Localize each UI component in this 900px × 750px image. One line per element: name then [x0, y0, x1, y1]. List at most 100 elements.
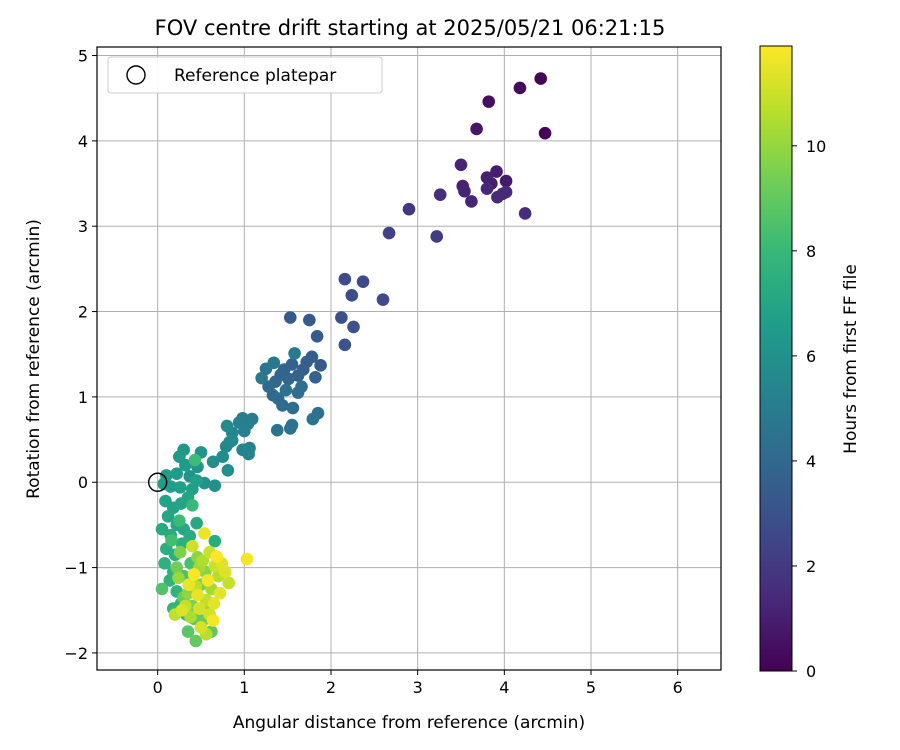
data-point-16 [496, 187, 509, 201]
data-point-8 [480, 171, 494, 184]
data-point-71 [225, 434, 239, 447]
data-point-12 [465, 195, 478, 208]
colorbar-tick-label-3: 6 [806, 347, 816, 366]
data-point-106 [158, 557, 171, 570]
x-tick-label-0: 0 [153, 678, 163, 697]
data-point-138 [196, 554, 210, 568]
data-point-163 [210, 550, 223, 563]
data-point-28 [338, 338, 352, 352]
reference-marker [147, 472, 168, 492]
data-point-4 [470, 122, 483, 136]
data-point-49 [295, 380, 308, 393]
colorbar-tick-label-1: 2 [806, 557, 816, 576]
data-point-98 [190, 516, 203, 530]
data-point-5 [499, 174, 513, 188]
colorbar-ticks: 0 2 4 6 8 10 [792, 137, 826, 681]
y-tick-label-6: 4 [78, 132, 88, 151]
data-point-29 [283, 311, 297, 324]
data-point-159 [198, 527, 211, 540]
reference-point [147, 472, 168, 492]
data-point-47 [286, 401, 300, 415]
y-tick-label-7: 5 [78, 47, 88, 66]
x-tick-label-5: 5 [586, 678, 596, 697]
plot-frame [96, 46, 722, 671]
data-point-114 [173, 514, 186, 527]
data-point-164 [187, 568, 201, 581]
data-point-84 [170, 467, 184, 481]
x-tick-label-6: 6 [673, 678, 683, 697]
data-point-57 [255, 371, 268, 385]
legend-marker [126, 65, 146, 85]
legend-box [107, 56, 383, 94]
data-point-54 [283, 422, 297, 435]
data-points [155, 72, 552, 648]
data-point-162 [201, 574, 215, 587]
data-point-22 [376, 293, 390, 306]
data-point-26 [335, 311, 348, 324]
colorbar-tick-label-0: 0 [806, 662, 816, 681]
colorbar-tick-label-2: 4 [806, 452, 816, 471]
data-point-50 [279, 383, 293, 397]
data-point-115 [188, 453, 202, 467]
data-point-21 [382, 226, 396, 240]
y-axis-label: Rotation from reference (arcmin) [24, 219, 44, 499]
data-point-27 [347, 320, 360, 334]
colorbar-tick-label-4: 8 [806, 242, 816, 261]
y-axis-ticks: −2 −1 0 1 2 3 4 5 [64, 47, 97, 663]
data-point-160 [240, 552, 254, 566]
data-point-150 [192, 602, 206, 615]
data-point-129 [173, 545, 187, 559]
x-tick-label-3: 3 [413, 678, 423, 697]
data-point-1 [538, 126, 552, 140]
data-point-13 [480, 182, 494, 195]
colorbar-tick-label-5: 10 [806, 137, 826, 156]
data-point-88 [173, 481, 187, 494]
data-point-58 [267, 356, 281, 370]
data-point-32 [314, 359, 327, 372]
data-point-121 [181, 625, 195, 638]
data-point-76 [208, 479, 222, 492]
data-point-30 [303, 313, 316, 327]
x-tick-label-1: 1 [239, 678, 249, 697]
data-point-0 [534, 72, 548, 85]
data-point-116 [165, 533, 178, 547]
data-point-148 [186, 539, 199, 553]
data-point-59 [288, 347, 301, 360]
data-point-55 [270, 423, 284, 437]
data-point-75 [206, 455, 220, 469]
data-point-20 [430, 230, 444, 243]
data-point-25 [345, 289, 359, 302]
grid [97, 47, 721, 670]
x-tick-label-2: 2 [326, 678, 336, 697]
data-point-46 [276, 399, 289, 412]
data-point-44 [262, 380, 275, 393]
data-point-3 [482, 95, 496, 108]
data-point-52 [306, 412, 320, 426]
data-point-156 [207, 597, 221, 610]
data-point-155 [213, 586, 227, 600]
data-point-2 [513, 81, 527, 95]
data-point-74 [221, 463, 235, 477]
data-point-126 [170, 561, 184, 574]
data-point-113 [186, 498, 199, 512]
data-point-151 [194, 621, 208, 634]
y-tick-label-2: 0 [78, 473, 88, 492]
data-point-64 [232, 416, 246, 429]
data-point-158 [182, 578, 196, 591]
y-tick-label-5: 3 [78, 217, 88, 236]
data-point-31 [310, 330, 324, 343]
data-point-90 [190, 474, 203, 487]
y-tick-label-1: −1 [64, 559, 88, 578]
y-tick-label-0: −2 [64, 644, 88, 663]
data-point-144 [222, 576, 236, 590]
data-point-24 [356, 275, 370, 288]
data-point-23 [338, 272, 352, 286]
legend: Reference platepar [107, 56, 383, 94]
data-point-152 [175, 603, 189, 617]
data-point-95 [161, 510, 175, 523]
data-point-134 [172, 571, 185, 585]
data-point-67 [236, 443, 249, 457]
data-point-10 [458, 184, 471, 198]
legend-label: Reference platepar [174, 66, 336, 86]
